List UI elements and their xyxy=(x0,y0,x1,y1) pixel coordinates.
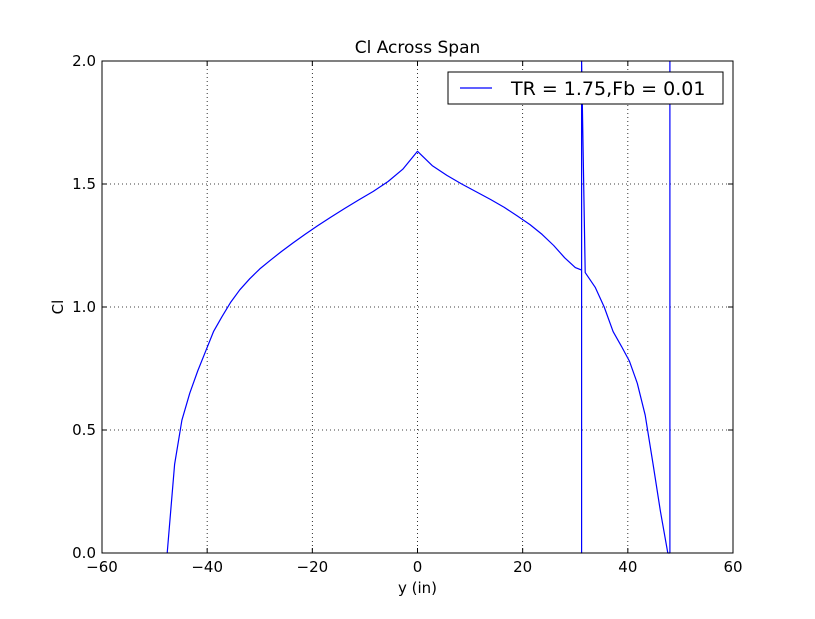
y-tick-label: 0.5 xyxy=(72,421,96,439)
ticks: −60 −40 −20 0 20 40 60 0.0 0.5 1.0 1.5 2.0 xyxy=(72,52,742,576)
x-tick-label: −40 xyxy=(191,558,223,576)
x-tick-label: −60 xyxy=(86,558,118,576)
y-tick-label: 1.5 xyxy=(72,175,96,193)
x-tick-label: 20 xyxy=(513,558,532,576)
x-axis-label: y (in) xyxy=(398,579,437,597)
x-tick-label: 0 xyxy=(413,558,423,576)
legend: TR = 1.75,Fb = 0.01 xyxy=(447,71,724,105)
legend-label: TR = 1.75,Fb = 0.01 xyxy=(510,78,705,100)
y-tick-label: 2.0 xyxy=(72,52,96,70)
chart-title: Cl Across Span xyxy=(355,38,481,58)
y-tick-label: 0.0 xyxy=(72,544,96,562)
x-tick-label: −20 xyxy=(297,558,329,576)
legend-box xyxy=(447,71,724,105)
y-axis-label: Cl xyxy=(49,300,67,315)
y-tick-label: 1.0 xyxy=(72,298,96,316)
series-line xyxy=(166,60,671,554)
x-tick-label: 60 xyxy=(723,558,742,576)
x-tick-label: 40 xyxy=(618,558,637,576)
plot-data xyxy=(166,60,671,554)
